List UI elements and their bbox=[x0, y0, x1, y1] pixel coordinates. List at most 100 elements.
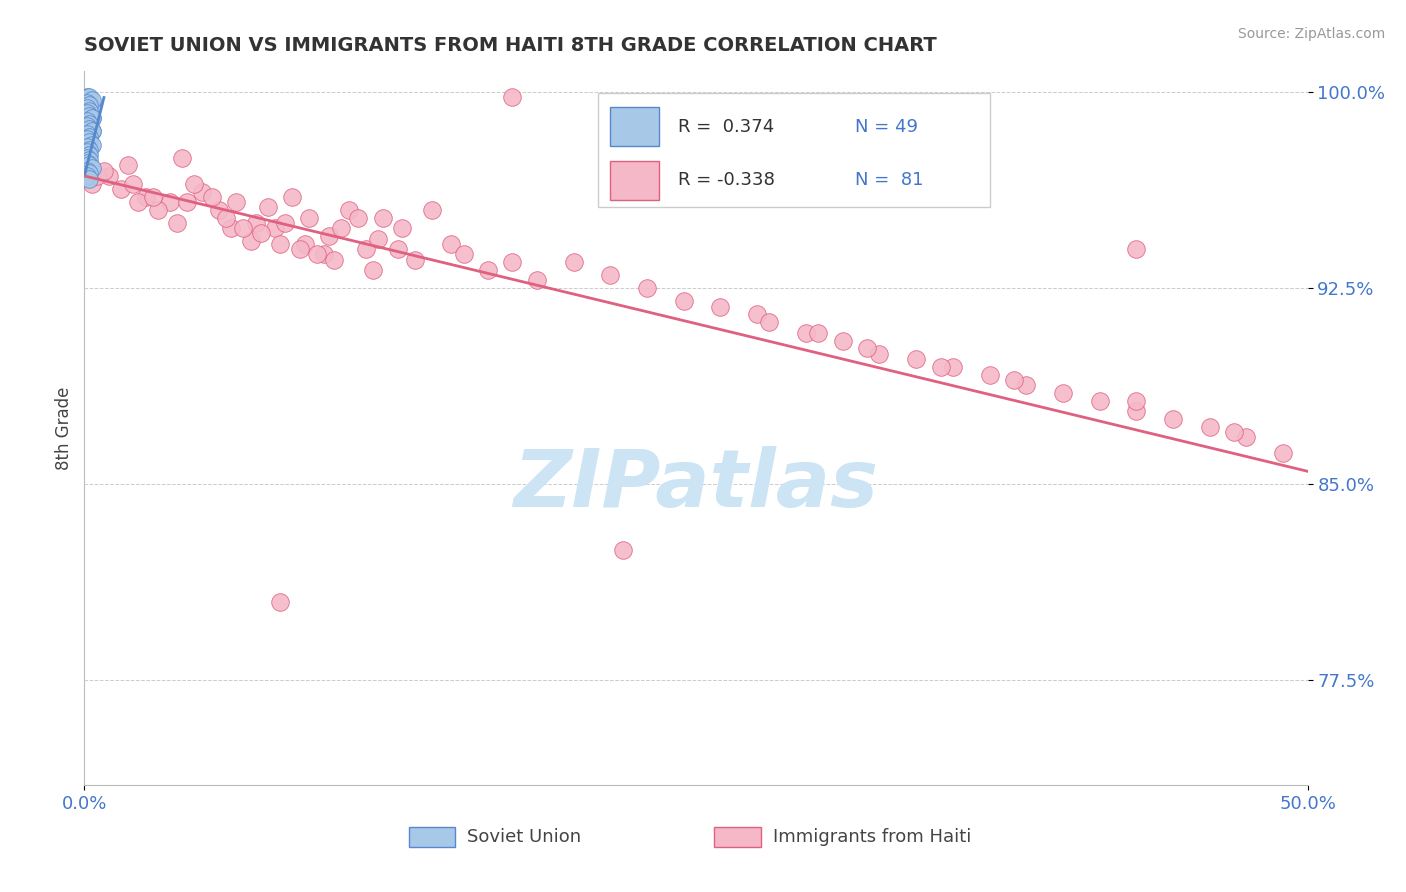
Point bbox=[76, 156, 98, 170]
Point bbox=[1015, 378, 1038, 392]
Point bbox=[672, 294, 695, 309]
Point bbox=[1002, 373, 1025, 387]
Point bbox=[77, 171, 100, 186]
Point bbox=[294, 236, 316, 251]
Point bbox=[274, 216, 297, 230]
Point bbox=[1161, 412, 1184, 426]
Point bbox=[709, 300, 731, 314]
Point bbox=[76, 114, 98, 128]
Point bbox=[318, 229, 340, 244]
Point bbox=[127, 195, 149, 210]
Point bbox=[1198, 420, 1220, 434]
Point bbox=[404, 252, 426, 267]
Point bbox=[97, 169, 120, 183]
Point bbox=[314, 247, 336, 261]
Text: ZIPatlas: ZIPatlas bbox=[513, 446, 879, 524]
Point bbox=[420, 202, 443, 217]
Point bbox=[281, 190, 304, 204]
Point bbox=[77, 135, 100, 149]
Point bbox=[440, 236, 463, 251]
Point bbox=[76, 169, 98, 183]
Point bbox=[979, 368, 1001, 382]
Point bbox=[330, 221, 353, 235]
Point bbox=[477, 263, 499, 277]
Point bbox=[77, 121, 100, 136]
Point bbox=[371, 211, 394, 225]
Point bbox=[200, 190, 222, 204]
Point bbox=[142, 190, 165, 204]
Point bbox=[794, 326, 817, 340]
Point bbox=[354, 242, 377, 256]
Text: R = -0.338: R = -0.338 bbox=[678, 171, 775, 189]
Point bbox=[76, 127, 98, 141]
Point bbox=[77, 109, 100, 123]
Point bbox=[76, 114, 98, 128]
Point bbox=[502, 90, 524, 104]
Point bbox=[77, 98, 100, 112]
Point bbox=[86, 169, 108, 183]
Point bbox=[361, 263, 384, 277]
Point bbox=[807, 326, 830, 340]
Point bbox=[1052, 385, 1074, 400]
Point bbox=[77, 121, 100, 136]
Point bbox=[191, 185, 214, 199]
Point bbox=[77, 129, 100, 144]
Point bbox=[76, 132, 98, 146]
Point bbox=[758, 315, 780, 329]
Point bbox=[76, 140, 98, 154]
Text: SOVIET UNION VS IMMIGRANTS FROM HAITI 8TH GRADE CORRELATION CHART: SOVIET UNION VS IMMIGRANTS FROM HAITI 8T… bbox=[84, 36, 938, 54]
Point bbox=[322, 252, 344, 267]
Point bbox=[77, 103, 100, 118]
Point bbox=[612, 542, 634, 557]
Point bbox=[77, 148, 100, 162]
Point bbox=[77, 109, 100, 123]
Point bbox=[257, 200, 280, 214]
FancyBboxPatch shape bbox=[610, 107, 659, 146]
Point bbox=[239, 234, 262, 248]
Point bbox=[1125, 404, 1147, 418]
Point bbox=[905, 351, 928, 366]
Point bbox=[869, 346, 891, 360]
Point bbox=[337, 202, 360, 217]
Point bbox=[77, 117, 100, 131]
Point bbox=[166, 216, 188, 230]
Point bbox=[122, 177, 145, 191]
Point bbox=[80, 93, 103, 107]
Point bbox=[80, 124, 103, 138]
Point bbox=[76, 127, 98, 141]
Point bbox=[76, 106, 98, 120]
FancyBboxPatch shape bbox=[409, 827, 456, 847]
Point bbox=[208, 202, 231, 217]
Text: Soviet Union: Soviet Union bbox=[467, 828, 581, 846]
FancyBboxPatch shape bbox=[598, 93, 990, 207]
Point bbox=[77, 93, 100, 107]
Point bbox=[599, 268, 621, 283]
Point bbox=[76, 145, 98, 160]
Point bbox=[942, 359, 965, 374]
Point bbox=[110, 182, 132, 196]
FancyBboxPatch shape bbox=[610, 161, 659, 200]
Point bbox=[249, 227, 271, 241]
Point bbox=[77, 153, 100, 168]
Point bbox=[562, 255, 585, 269]
Y-axis label: 8th Grade: 8th Grade bbox=[55, 386, 73, 470]
Point bbox=[76, 90, 98, 104]
Point bbox=[76, 101, 98, 115]
Point bbox=[172, 151, 194, 165]
Point bbox=[856, 342, 879, 356]
Point bbox=[80, 177, 103, 191]
Point bbox=[636, 281, 658, 295]
Point bbox=[76, 120, 98, 134]
Point bbox=[76, 151, 98, 165]
Point bbox=[80, 101, 103, 115]
Point bbox=[93, 163, 115, 178]
Point bbox=[183, 177, 205, 191]
Point bbox=[146, 202, 169, 217]
Text: N = 49: N = 49 bbox=[855, 118, 918, 136]
Point bbox=[288, 242, 311, 256]
Point bbox=[77, 158, 100, 172]
Text: Immigrants from Haiti: Immigrants from Haiti bbox=[773, 828, 972, 846]
Point bbox=[391, 221, 413, 235]
Point bbox=[80, 161, 103, 175]
Point bbox=[831, 334, 853, 348]
